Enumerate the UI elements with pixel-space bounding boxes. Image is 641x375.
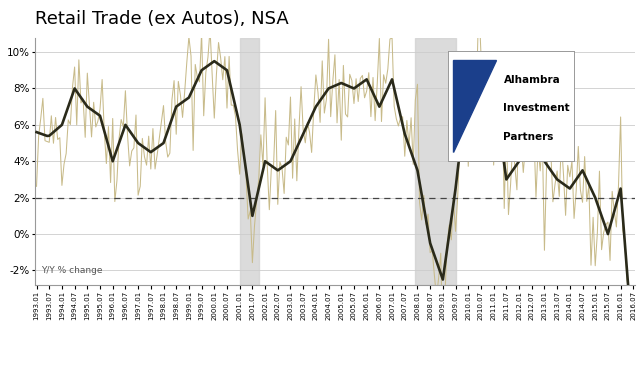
Bar — [415, 38, 456, 285]
Text: Alhambra: Alhambra — [503, 75, 560, 85]
Text: Retail Trade (ex Autos), NSA: Retail Trade (ex Autos), NSA — [35, 10, 289, 28]
Text: Y/Y % change: Y/Y % change — [41, 266, 103, 275]
Polygon shape — [453, 60, 496, 152]
Text: Partners: Partners — [503, 132, 554, 142]
Bar — [240, 38, 259, 285]
Text: Investment: Investment — [503, 104, 570, 114]
